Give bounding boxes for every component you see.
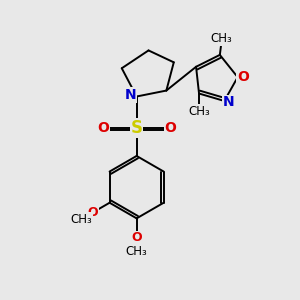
Text: CH₃: CH₃ [188,105,210,118]
Text: CH₃: CH₃ [211,32,232,45]
Text: CH₃: CH₃ [70,213,92,226]
Text: O: O [88,206,98,219]
Text: O: O [97,121,109,135]
Text: O: O [164,121,176,135]
Text: CH₃: CH₃ [126,245,148,258]
Text: N: N [223,95,235,110]
Text: S: S [130,119,142,137]
Text: O: O [131,231,142,244]
Text: N: N [125,88,136,102]
Text: O: O [237,70,249,84]
